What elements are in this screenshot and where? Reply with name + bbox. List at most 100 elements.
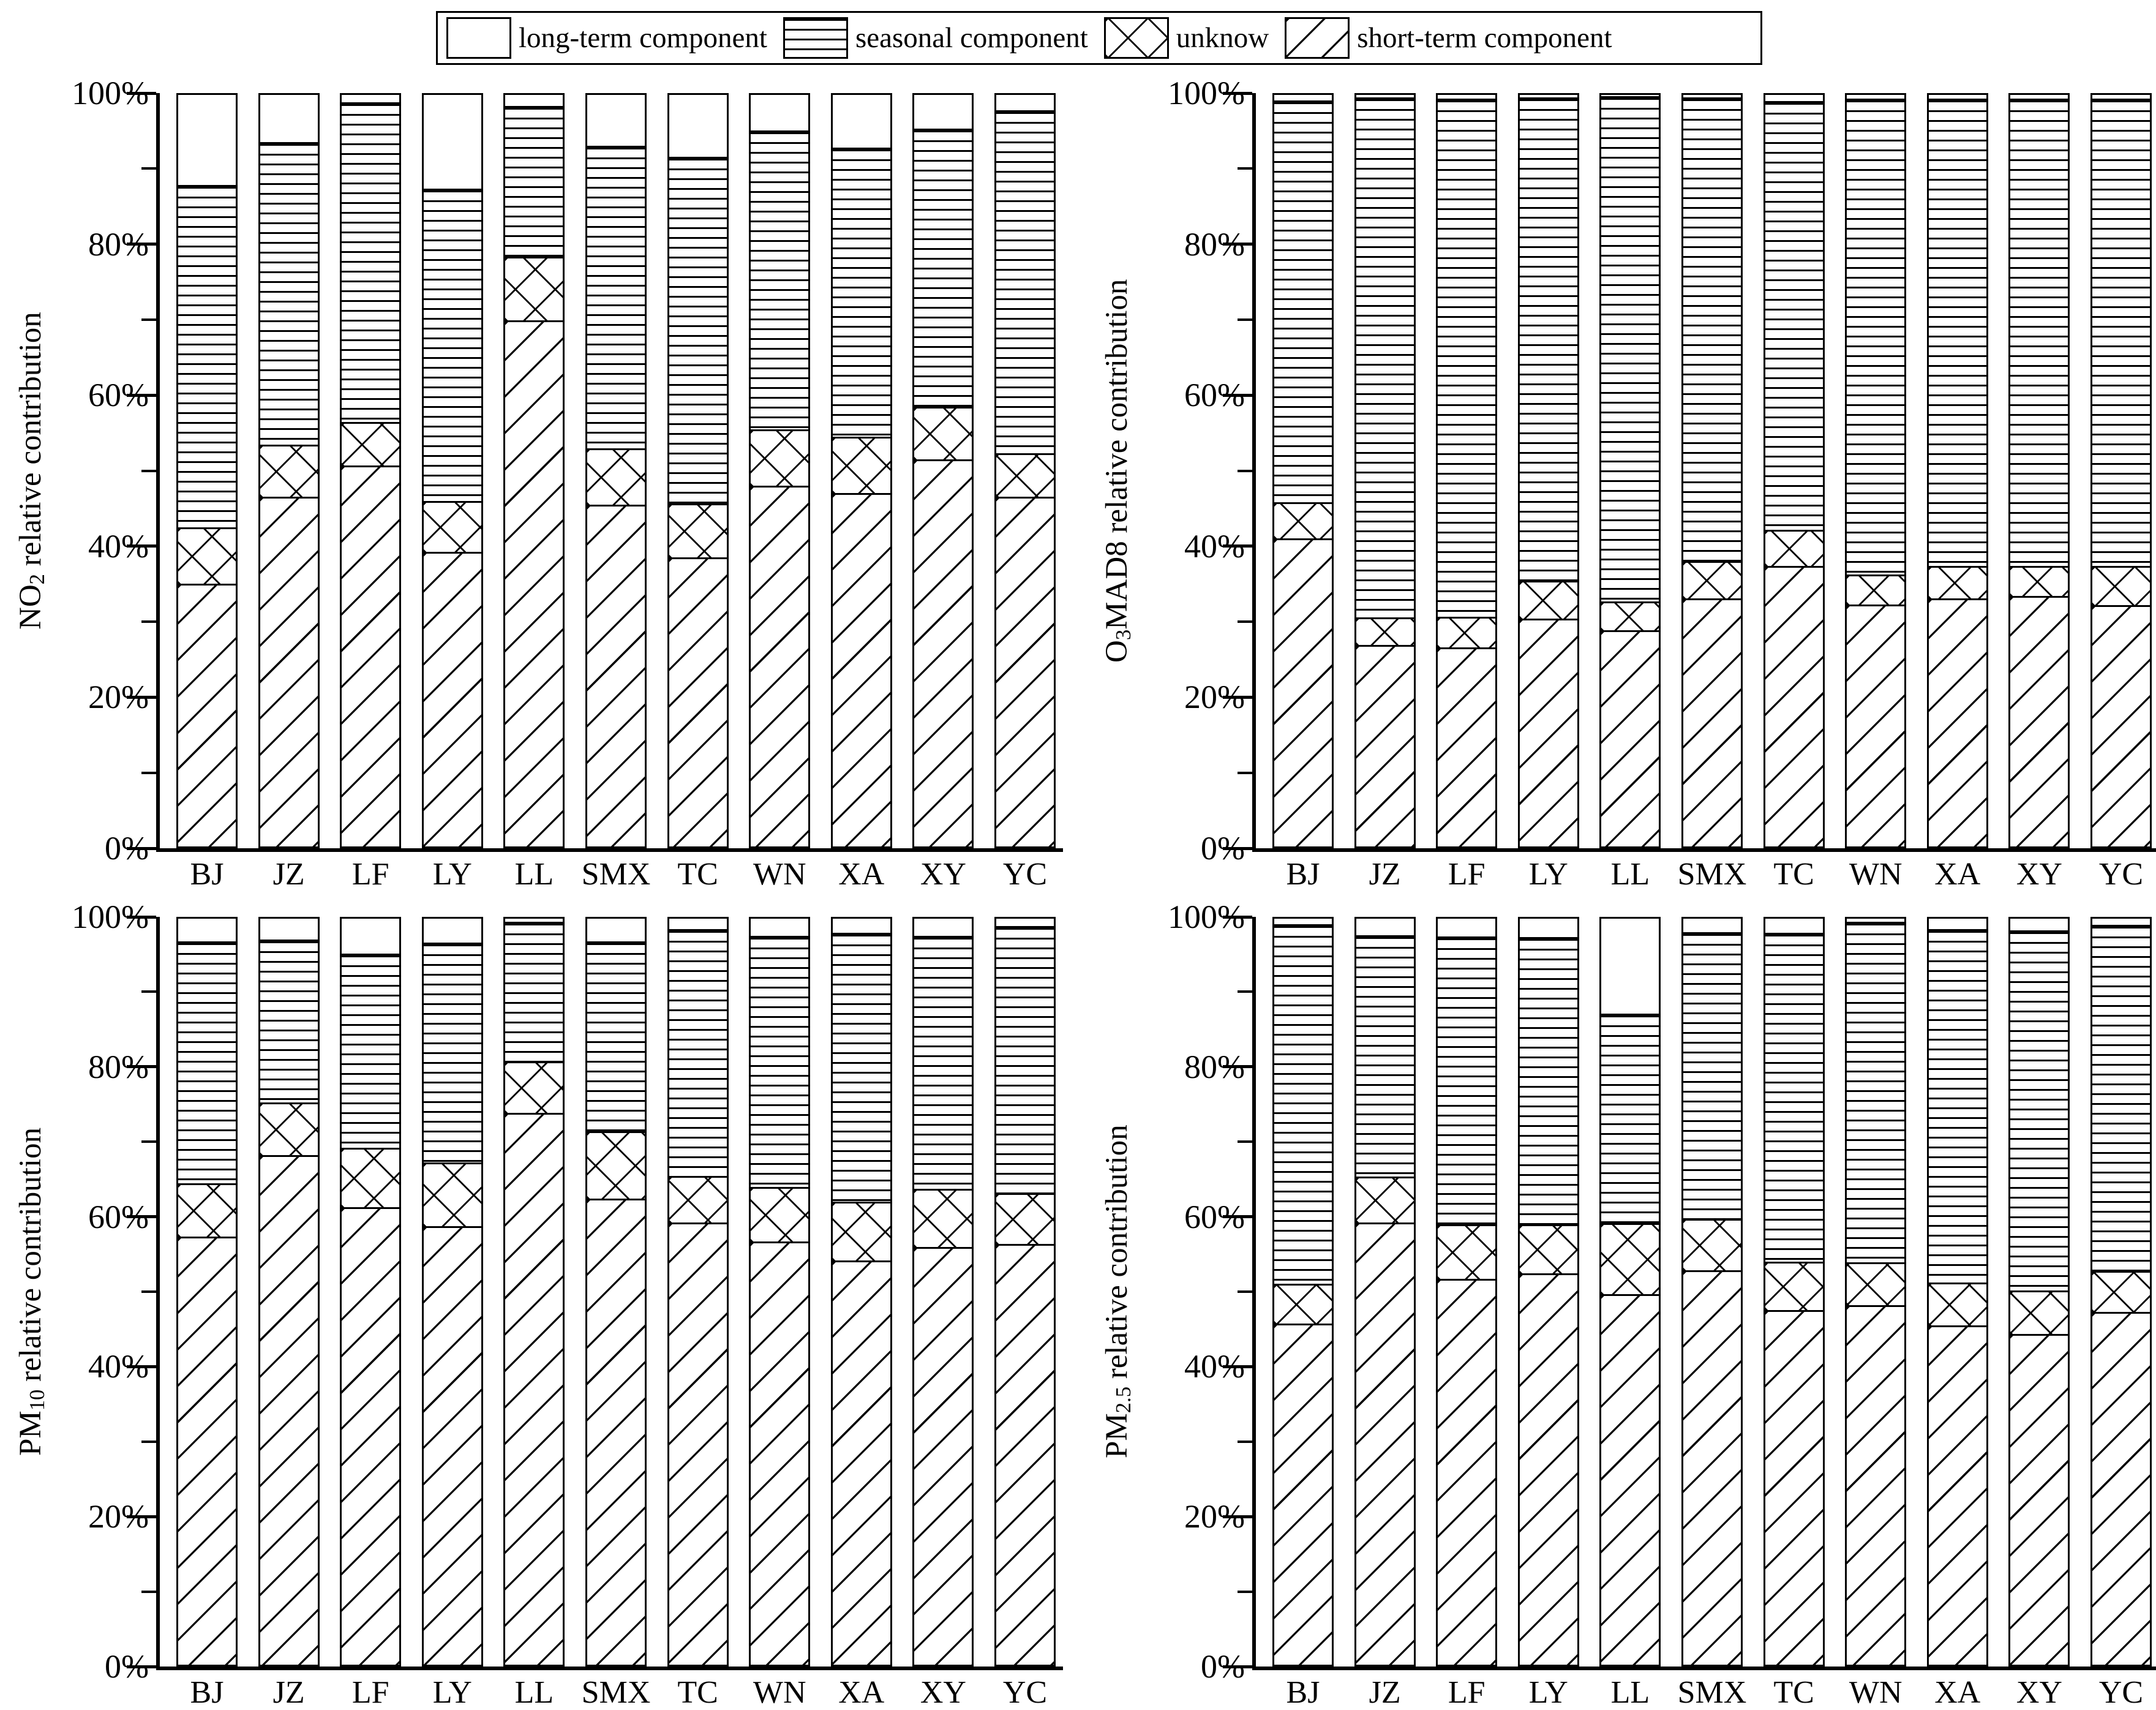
y-axis-tick-label: 60% xyxy=(88,1198,149,1235)
segment-long-term-BJ xyxy=(178,919,236,941)
segment-unknow-BJ xyxy=(178,527,236,584)
y-axis-tick-label: 100% xyxy=(72,898,149,935)
y-axis-major-tick xyxy=(127,1515,156,1518)
segment-unknow-BJ xyxy=(1274,502,1332,538)
x-axis-label-LL: LL xyxy=(514,1675,554,1710)
segment-seasonal-TC xyxy=(669,929,727,1177)
x-axis-label-XY: XY xyxy=(920,857,966,892)
segment-unknow-JZ xyxy=(260,444,318,497)
segment-seasonal-BJ xyxy=(178,941,236,1184)
segment-short-term-LY xyxy=(1519,1273,1577,1665)
y-axis-tick-label: 0% xyxy=(105,1648,149,1685)
y-axis-major-tick xyxy=(127,91,156,95)
segment-seasonal-LY xyxy=(1519,937,1577,1225)
segment-unknow-BJ xyxy=(178,1183,236,1237)
y-axis-minor-tick xyxy=(1238,620,1252,623)
x-axis-label-JZ: JZ xyxy=(272,1675,305,1710)
segment-long-term-YC xyxy=(996,919,1054,927)
segment-unknow-LF xyxy=(342,421,400,465)
y-axis-major-tick xyxy=(127,1365,156,1368)
segment-short-term-XY xyxy=(2010,1334,2068,1665)
x-axis-label-TC: TC xyxy=(1773,857,1814,892)
segment-short-term-XY xyxy=(914,459,972,846)
segment-unknow-LF xyxy=(1438,616,1496,647)
y-axis-major-tick xyxy=(127,1215,156,1219)
bar-PM2.5-LL xyxy=(1599,917,1661,1667)
x-axis-label-YC: YC xyxy=(1002,857,1048,892)
segment-unknow-SMX xyxy=(587,1131,645,1199)
segment-unknow-LL xyxy=(505,256,563,321)
segment-seasonal-SMX xyxy=(1683,97,1741,561)
segment-seasonal-YC xyxy=(996,926,1054,1194)
segment-unknow-BJ xyxy=(1274,1283,1332,1324)
x-axis-label-BJ: BJ xyxy=(1286,1675,1320,1710)
segment-short-term-XA xyxy=(832,1260,890,1665)
segment-seasonal-XY xyxy=(914,129,972,407)
bar-PM2.5-WN xyxy=(1845,917,1907,1667)
segment-seasonal-BJ xyxy=(1274,100,1332,503)
segment-long-term-TC xyxy=(669,919,727,930)
segment-long-term-WN xyxy=(751,95,809,130)
y-axis-tick-label: 20% xyxy=(1184,1498,1245,1535)
bar-PM10-LY xyxy=(421,917,483,1667)
segment-long-term-LL xyxy=(505,919,563,922)
bar-PM2.5-YC xyxy=(2090,917,2152,1667)
bar-PM10-XA xyxy=(830,917,892,1667)
segment-seasonal-LF xyxy=(1438,936,1496,1225)
segment-short-term-WN xyxy=(1847,1305,1905,1665)
bar-O3-YC xyxy=(2090,93,2152,848)
segment-seasonal-XA xyxy=(1928,99,1986,567)
x-axis-label-BJ: BJ xyxy=(190,1675,224,1710)
segment-long-term-LY xyxy=(1519,919,1577,938)
x-axis-label-LY: LY xyxy=(1528,857,1568,892)
x-axis-label-SMX: SMX xyxy=(1677,1675,1747,1710)
segment-long-term-YC xyxy=(996,95,1054,110)
segment-short-term-LY xyxy=(423,552,481,846)
segment-short-term-YC xyxy=(2092,605,2150,846)
segment-unknow-SMX xyxy=(587,448,645,505)
segment-seasonal-BJ xyxy=(1274,924,1332,1284)
y-axis-major-tick xyxy=(127,846,156,850)
x-axis-label-YC: YC xyxy=(1002,1675,1048,1710)
segment-long-term-JZ xyxy=(260,919,318,940)
bar-PM2.5-JZ xyxy=(1354,917,1416,1667)
x-axis-label-WN: WN xyxy=(753,857,806,892)
y-axis-minor-tick xyxy=(141,469,156,472)
y-axis-tick-label: 0% xyxy=(1201,830,1245,867)
segment-unknow-LY xyxy=(1519,580,1577,619)
segment-short-term-LL xyxy=(1601,1294,1659,1665)
y-axis-tick-label: 80% xyxy=(1184,1048,1245,1085)
segment-unknow-YC xyxy=(2092,566,2150,606)
bar-PM10-LF xyxy=(340,917,402,1667)
x-axis-label-JZ: JZ xyxy=(1369,857,1401,892)
segment-long-term-JZ xyxy=(1356,95,1414,97)
y-axis-tick-label: 40% xyxy=(1184,1348,1245,1385)
x-axis-label-XA: XA xyxy=(1934,857,1981,892)
y-axis-major-tick xyxy=(127,544,156,548)
bar-NO2-WN xyxy=(749,93,811,848)
segment-seasonal-XA xyxy=(832,933,890,1202)
segment-short-term-WN xyxy=(751,486,809,846)
x-axis-label-XA: XA xyxy=(838,857,885,892)
bar-PM2.5-BJ xyxy=(1272,917,1334,1667)
y-axis-major-tick xyxy=(1223,1365,1252,1368)
x-axis-label-LL: LL xyxy=(514,857,554,892)
segment-short-term-LL xyxy=(1601,630,1659,846)
segment-seasonal-BJ xyxy=(178,185,236,527)
bar-NO2-YC xyxy=(994,93,1056,848)
segment-long-term-SMX xyxy=(1683,919,1741,932)
segment-short-term-YC xyxy=(996,1244,1054,1665)
y-axis-tick-label: 100% xyxy=(1168,75,1245,111)
segment-seasonal-JZ xyxy=(1356,935,1414,1177)
y-axis-tick-label: 80% xyxy=(1184,225,1245,263)
y-axis-tick-label: 100% xyxy=(1168,898,1245,935)
y-axis-tick-label: 20% xyxy=(1184,679,1245,716)
segment-seasonal-LL xyxy=(1601,1013,1659,1223)
segment-seasonal-LF xyxy=(342,102,400,422)
x-axis-label-XY: XY xyxy=(2016,857,2062,892)
segment-long-term-TC xyxy=(1765,919,1823,933)
y-axis-minor-tick xyxy=(1238,167,1252,170)
segment-unknow-XA xyxy=(832,437,890,494)
y-axis-tick-label: 40% xyxy=(88,1348,149,1385)
segment-long-term-BJ xyxy=(178,95,236,186)
